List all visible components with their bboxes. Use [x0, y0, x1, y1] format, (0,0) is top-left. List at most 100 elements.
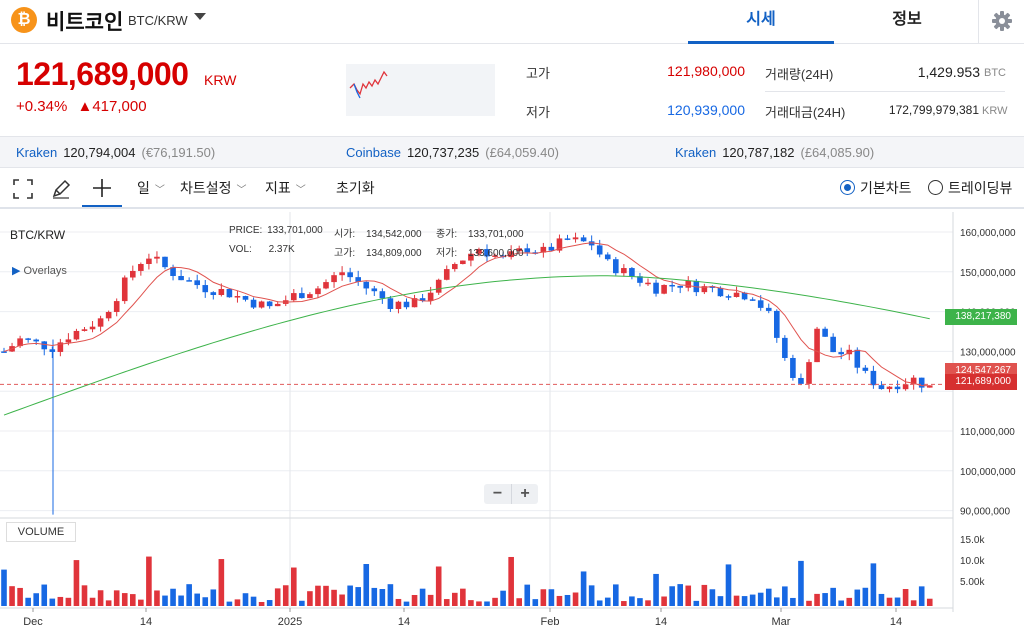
- volume-bar: [33, 593, 39, 606]
- overlays-toggle[interactable]: ▶ Overlays: [12, 264, 67, 277]
- volume-bar: [910, 600, 917, 606]
- volume-bar: [113, 590, 120, 606]
- volume-bar: [154, 590, 160, 606]
- volume-bar: [395, 598, 402, 606]
- candle: [299, 293, 305, 299]
- candle: [266, 301, 273, 307]
- volume-bar: [73, 560, 80, 606]
- amount-unit: KRW: [982, 105, 1008, 117]
- volume-bar: [757, 592, 764, 606]
- volume-value: 1,429.953: [917, 64, 980, 80]
- candle: [355, 277, 361, 282]
- volume-tick-label: 15.0k: [960, 535, 985, 546]
- candle: [548, 246, 555, 251]
- volume-bar: [17, 587, 23, 606]
- amount-value: 172,799,979,381: [888, 103, 979, 117]
- volume-bar: [492, 597, 498, 606]
- long-moving-average-line: [3, 275, 930, 416]
- exchange-price: 120,794,004: [63, 145, 136, 160]
- volume-bar: [484, 601, 490, 606]
- volume-bar: [749, 594, 756, 606]
- candle: [218, 288, 225, 295]
- volume-label: 거래량(24H): [765, 67, 834, 82]
- volume-bar: [81, 585, 88, 606]
- ohlc-price: PRICE: 133,701,000: [229, 225, 323, 236]
- candle: [443, 269, 450, 280]
- zoom-in-button[interactable]: +: [511, 484, 538, 504]
- ohlc-price-value: 133,701,000: [267, 225, 323, 236]
- pen-icon[interactable]: [50, 178, 72, 200]
- candle: [516, 248, 522, 252]
- period-dropdown[interactable]: 일 ﹀: [137, 169, 165, 207]
- tab-quotes[interactable]: 시세: [688, 0, 834, 44]
- tradingview-radio[interactable]: [928, 180, 943, 195]
- crosshair-icon: [93, 179, 111, 197]
- chevron-down-icon[interactable]: [194, 13, 206, 20]
- crosshair-tool[interactable]: [82, 169, 122, 207]
- candle: [733, 292, 740, 297]
- volume-bar: [443, 599, 450, 606]
- candle: [170, 267, 176, 276]
- basic-chart-radio[interactable]: [840, 180, 855, 195]
- volume-bar: [765, 588, 772, 606]
- candle: [798, 377, 804, 384]
- market-pair[interactable]: BTC/KRW: [128, 13, 188, 28]
- settings-button[interactable]: [978, 0, 1024, 44]
- exchange-price: 120,737,235: [406, 145, 480, 160]
- exchange-fx-price: (£64,059.40): [485, 145, 559, 160]
- volume-bar: [347, 585, 353, 606]
- candle: [347, 272, 353, 278]
- chart-toolbar: 일 ﹀ 차트설정 ﹀ 지표 ﹀ 초기화 기본차트 트레이딩뷰: [0, 169, 1024, 209]
- volume-bar: [403, 601, 410, 606]
- tradingview-label[interactable]: 트레이딩뷰: [948, 180, 1013, 196]
- price-chart[interactable]: 160,000,000150,000,000140,000,000130,000…: [0, 212, 1024, 637]
- candle: [323, 282, 329, 289]
- tab-info[interactable]: 정보: [892, 11, 922, 28]
- basic-chart-label[interactable]: 기본차트: [860, 180, 912, 196]
- volume-bar: [790, 597, 796, 606]
- zoom-controls: − +: [484, 484, 538, 504]
- candle: [637, 276, 643, 283]
- ohlc-vol-label: VOL:: [229, 244, 252, 255]
- exchange-name[interactable]: Kraken: [16, 145, 58, 160]
- volume-bar: [717, 596, 724, 606]
- volume-bar: [97, 590, 104, 606]
- ohlc-open-value: 134,542,000: [365, 229, 422, 240]
- zoom-out-button[interactable]: −: [492, 485, 503, 502]
- candle: [596, 245, 603, 255]
- high-label: 고가: [526, 66, 550, 81]
- candle: [57, 342, 64, 352]
- volume-bar: [830, 587, 836, 606]
- reset-button[interactable]: 초기화: [336, 180, 375, 196]
- volume-bar: [709, 589, 716, 606]
- ohlc-close-value: 133,701,000: [467, 229, 524, 240]
- change-percent: +0.34%: [16, 98, 68, 115]
- volume-bar: [57, 596, 64, 606]
- volume-bar: [814, 593, 820, 606]
- volume-bar: [299, 600, 305, 606]
- volume-bar: [685, 585, 692, 606]
- candle: [741, 292, 748, 300]
- date-tick-label: 2025: [278, 616, 302, 628]
- volume-bar: [274, 588, 281, 606]
- candle: [363, 281, 370, 289]
- chevron-down-icon: ﹀: [295, 185, 306, 196]
- volume-bar: [138, 599, 144, 606]
- candle: [524, 248, 531, 253]
- volume-bar: [41, 584, 48, 606]
- chart-settings-dropdown[interactable]: 차트설정 ﹀: [180, 169, 247, 207]
- candlestick-chart[interactable]: 160,000,000150,000,000140,000,000130,000…: [0, 212, 1024, 637]
- volume-bar: [291, 567, 297, 606]
- volume-bar: [500, 590, 506, 606]
- exchange-name[interactable]: Coinbase: [346, 145, 401, 160]
- volume-bar: [476, 601, 482, 606]
- volume-bar: [637, 598, 643, 606]
- fullscreen-icon[interactable]: [12, 178, 34, 200]
- indicators-dropdown[interactable]: 지표 ﹀: [265, 169, 306, 207]
- volume-bar: [9, 586, 15, 606]
- volume-bar: [89, 597, 96, 606]
- volume-bar: [282, 585, 289, 606]
- exchange-name[interactable]: Kraken: [675, 145, 717, 160]
- volume-bar: [556, 595, 563, 606]
- date-tick-label: 14: [890, 616, 902, 628]
